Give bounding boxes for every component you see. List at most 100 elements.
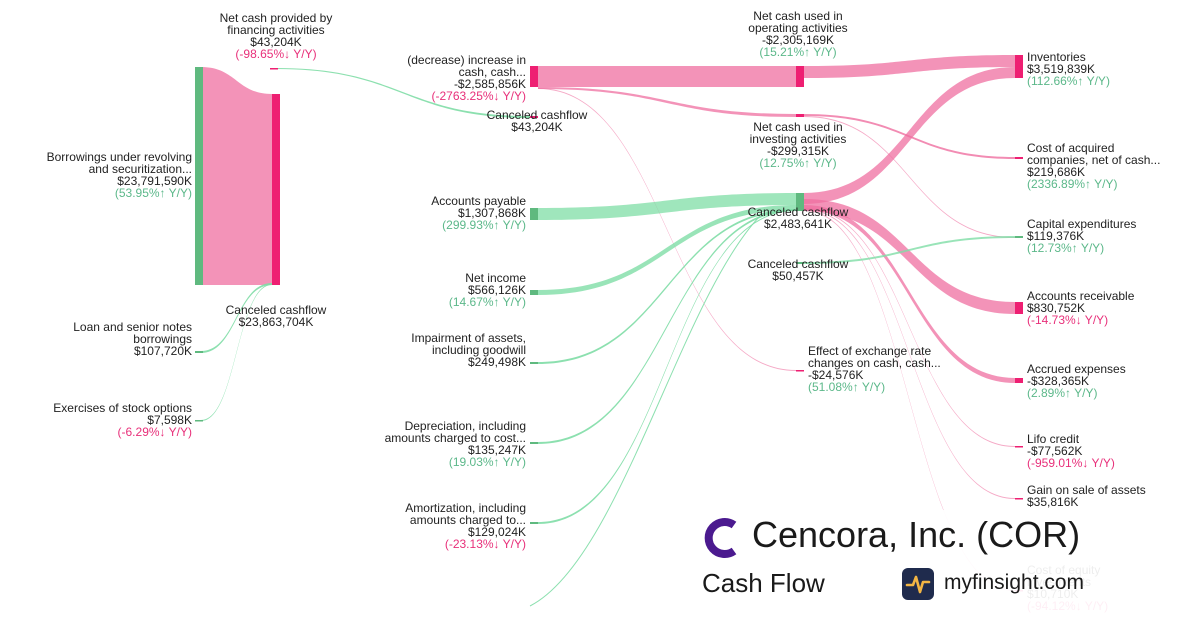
sankey-node-capex <box>1015 236 1023 238</box>
node-change-decr: (-2763.25%↓ Y/Y) <box>432 89 527 103</box>
sankey-node-ni <box>530 290 538 295</box>
sankey-node-ap <box>530 208 538 220</box>
sankey-link-hairline <box>529 215 761 607</box>
node-name-cf2: Canceled cashflow <box>487 108 588 122</box>
sankey-link-cf3-to-eq <box>804 210 1015 591</box>
node-change-borrow: (53.95%↑ Y/Y) <box>115 186 192 200</box>
brand-panel: Cencora, Inc. (COR) Cash Flow myfinsight… <box>700 510 1190 625</box>
node-name-imp: including goodwill <box>432 343 526 357</box>
node-change-ni: (14.67%↑ Y/Y) <box>449 295 526 309</box>
node-value-ap: $1,307,868K <box>458 206 526 220</box>
node-value-capex: $119,376K <box>1027 229 1084 243</box>
sankey-node-fx <box>796 370 804 372</box>
node-value-imp: $249,498K <box>468 355 526 369</box>
sankey-link-decr-to-inv <box>538 87 796 117</box>
sankey-node-imp <box>530 362 538 364</box>
node-change-fx: (51.08%↑ Y/Y) <box>808 380 885 394</box>
sankey-node-cf4 <box>796 262 804 264</box>
sankey-node-lifo <box>1015 446 1023 448</box>
node-name-accr: Accrued expenses <box>1027 362 1126 376</box>
sankey-node-stock <box>195 420 203 422</box>
node-name-ni: Net income <box>465 271 526 285</box>
node-value-gain: $35,816K <box>1027 495 1078 509</box>
node-value-cf1: $23,863,704K <box>239 315 314 329</box>
node-name-fin: financing activities <box>227 23 324 37</box>
sankey-node-borrow <box>195 67 203 285</box>
node-change-accr: (2.89%↑ Y/Y) <box>1027 386 1097 400</box>
node-name-dep: Depreciation, including <box>405 419 526 433</box>
node-change-ar: (-14.73%↓ Y/Y) <box>1027 313 1108 327</box>
node-name-borrow: and securitization... <box>89 162 192 176</box>
node-name-inv: Net cash used in <box>753 120 842 134</box>
sankey-link-cf3-to-lifo <box>804 208 1015 447</box>
node-change-fin: (-98.65%↓ Y/Y) <box>235 47 316 61</box>
sankey-link-cf3-to-gain <box>804 209 1015 499</box>
sankey-node-acq <box>1015 157 1023 159</box>
sankey-link-op-to-invent <box>804 55 1015 78</box>
node-change-stock: (-6.29%↓ Y/Y) <box>118 425 192 439</box>
node-name-acq: companies, net of cash... <box>1027 153 1160 167</box>
sankey-node-amort <box>530 522 538 524</box>
sankey-link-ni-to-cf3 <box>538 205 796 295</box>
node-value-accr: -$328,365K <box>1027 374 1089 388</box>
sankey-link-decr-to-fx <box>538 88 796 371</box>
node-value-acq: $219,686K <box>1027 165 1085 179</box>
node-name-loan: Loan and senior notes <box>73 320 192 334</box>
node-change-ap: (299.93%↑ Y/Y) <box>442 218 526 232</box>
node-value-cf2: $43,204K <box>511 120 562 134</box>
sankey-link-borrow-to-cf1 <box>201 67 272 285</box>
node-name-cf4: Canceled cashflow <box>748 257 849 271</box>
sankey-node-invent <box>1015 55 1023 78</box>
node-value-borrow: $23,791,590K <box>117 174 192 188</box>
node-name-loan: borrowings <box>133 332 192 346</box>
sankey-node-cf1 <box>272 94 280 285</box>
node-value-amort: $129,024K <box>468 525 526 539</box>
node-name-dep: amounts charged to cost... <box>385 431 526 445</box>
node-name-cf3: Canceled cashflow <box>748 205 849 219</box>
sankey-link-cf3-to-invent <box>804 67 1015 204</box>
sankey-node-gain <box>1015 498 1023 500</box>
node-change-capex: (12.73%↑ Y/Y) <box>1027 241 1104 255</box>
company-title: Cencora, Inc. (COR) <box>752 514 1081 555</box>
sankey-link-imp-to-cf3 <box>538 209 796 364</box>
node-value-decr: -$2,585,856K <box>454 77 526 91</box>
node-name-lifo: Lifo credit <box>1027 432 1080 446</box>
node-name-amort: amounts charged to... <box>410 513 526 527</box>
sankey-node-dep <box>530 442 538 444</box>
sankey-node-decr <box>530 66 538 87</box>
sankey-node-cf3 <box>796 193 804 211</box>
node-value-invent: $3,519,839K <box>1027 62 1095 76</box>
node-value-inv: -$299,315K <box>767 144 829 158</box>
sankey-link-loan-to-cf1 <box>201 283 272 353</box>
sankey-link-decr-to-op <box>538 66 796 87</box>
node-change-acq: (2336.89%↑ Y/Y) <box>1027 177 1118 191</box>
myfinsight-pulse-icon <box>902 568 934 600</box>
sankey-node-ar <box>1015 302 1023 314</box>
node-name-invent: Inventories <box>1027 50 1086 64</box>
sankey-node-accr <box>1015 378 1023 383</box>
sankey-link-ap-to-cf3 <box>538 193 796 220</box>
node-value-op: -$2,305,169K <box>762 33 834 47</box>
sankey-link-cf3-to-accr <box>804 205 1015 383</box>
node-value-lifo: -$77,562K <box>1027 444 1082 458</box>
node-change-lifo: (-959.01%↓ Y/Y) <box>1027 456 1115 470</box>
node-name-borrow: Borrowings under revolving <box>47 150 192 164</box>
node-name-decr: (decrease) increase in <box>407 53 526 67</box>
node-name-fx: Effect of exchange rate <box>808 344 932 358</box>
sankey-node-loan <box>195 351 203 353</box>
node-change-amort: (-23.13%↓ Y/Y) <box>445 537 526 551</box>
sankey-link-dep-to-cf3 <box>538 209 796 444</box>
node-value-cf4: $50,457K <box>772 269 823 283</box>
sankey-link-fin-to-cf2 <box>276 68 530 118</box>
node-name-fin: Net cash provided by <box>220 11 333 25</box>
node-name-capex: Capital expenditures <box>1027 217 1136 231</box>
node-change-inv: (12.75%↑ Y/Y) <box>759 156 836 170</box>
site-name[interactable]: myfinsight.com <box>944 571 1085 594</box>
cencora-c-logo-icon <box>704 518 737 558</box>
node-name-cf1: Canceled cashflow <box>226 303 327 317</box>
node-value-fin: $43,204K <box>250 35 301 49</box>
sankey-link-inv-to-capex <box>804 116 1015 238</box>
node-name-acq: Cost of acquired <box>1027 141 1114 155</box>
node-change-op: (15.21%↑ Y/Y) <box>759 45 836 59</box>
sankey-node-fin <box>270 68 278 70</box>
